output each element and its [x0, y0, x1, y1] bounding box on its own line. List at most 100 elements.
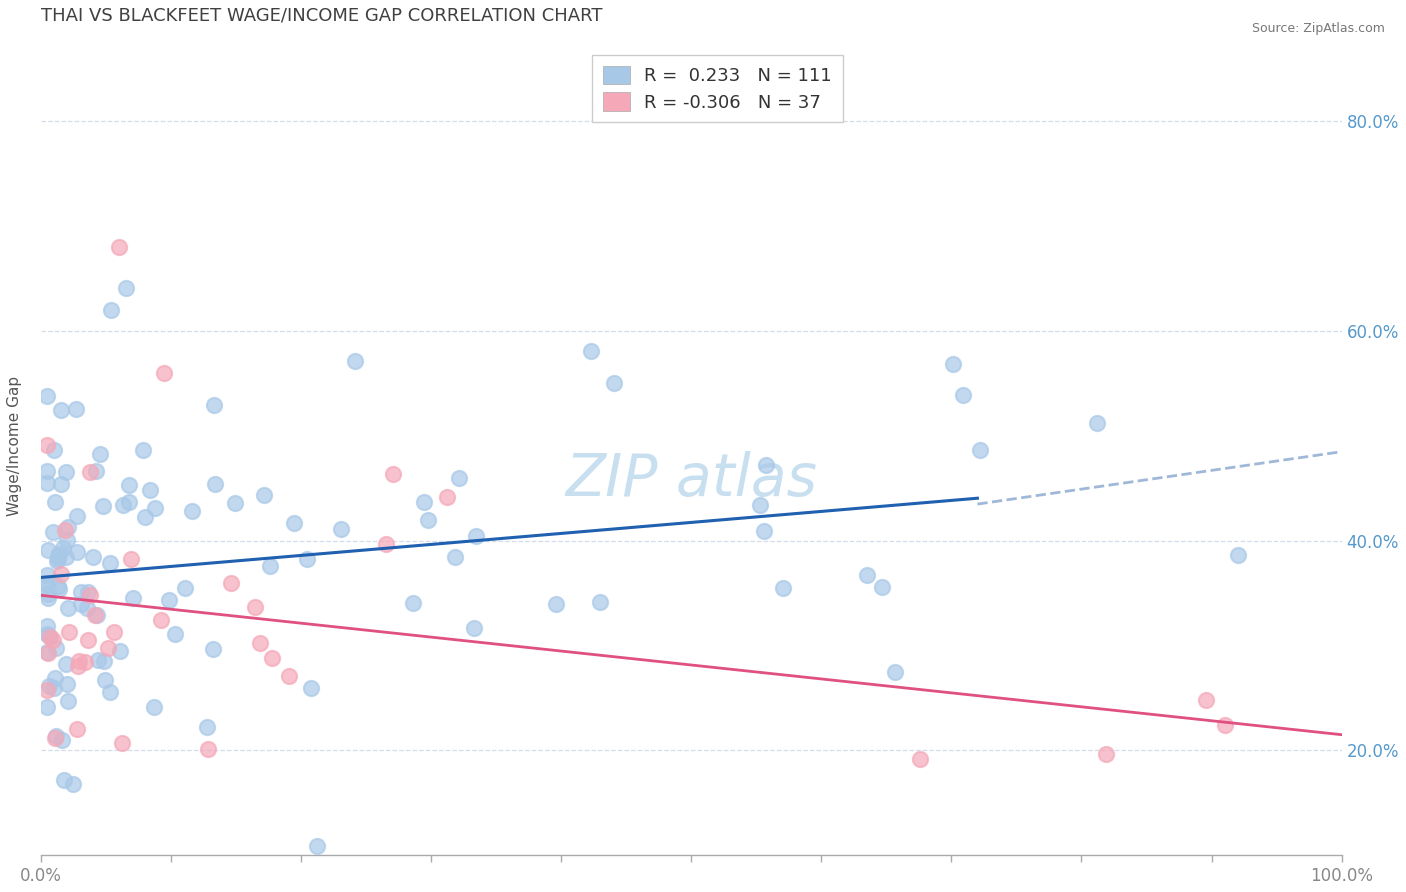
Point — [447, 471, 470, 485]
Point — [48, 582, 70, 596]
Point — [55, 549, 77, 564]
Point — [53, 523, 76, 537]
Point — [884, 665, 907, 679]
Point — [330, 522, 353, 536]
Legend: R =  0.233   N = 111, R = -0.306   N = 37: R = 0.233 N = 111, R = -0.306 N = 37 — [592, 54, 842, 122]
Point — [37, 647, 59, 661]
Point — [79, 589, 101, 603]
Point — [58, 625, 80, 640]
Point — [56, 601, 79, 615]
Point — [243, 600, 266, 615]
Point — [37, 475, 59, 490]
Point — [278, 669, 301, 683]
Point — [38, 679, 60, 693]
Point — [1094, 747, 1116, 761]
Point — [48, 547, 70, 561]
Point — [465, 529, 488, 543]
Point — [67, 659, 90, 673]
Point — [259, 559, 281, 574]
Point — [1227, 548, 1250, 562]
Point — [249, 635, 271, 649]
Point — [39, 630, 62, 644]
Point — [120, 552, 142, 566]
Point — [143, 699, 166, 714]
Point — [173, 582, 195, 596]
Point — [134, 509, 156, 524]
Point — [100, 556, 122, 570]
Point — [55, 465, 77, 479]
Point — [111, 736, 134, 750]
Point — [856, 568, 879, 582]
Point — [37, 437, 59, 451]
Point — [87, 653, 110, 667]
Point — [181, 503, 204, 517]
Point — [84, 607, 107, 622]
Point — [93, 654, 115, 668]
Point — [76, 584, 98, 599]
Point — [55, 657, 77, 672]
Point — [65, 544, 87, 558]
Point — [143, 500, 166, 515]
Point — [1195, 693, 1218, 707]
Point — [755, 458, 778, 472]
Point — [45, 640, 67, 655]
Point — [118, 495, 141, 509]
Point — [37, 389, 59, 403]
Point — [70, 597, 93, 611]
Point — [952, 388, 974, 402]
Point — [150, 613, 173, 627]
Point — [197, 742, 219, 756]
Point — [443, 550, 465, 565]
Point — [112, 499, 135, 513]
Point — [262, 651, 284, 665]
Point — [44, 494, 66, 508]
Point — [37, 619, 59, 633]
Point — [66, 508, 89, 523]
Point — [204, 477, 226, 491]
Point — [295, 551, 318, 566]
Point — [65, 723, 87, 737]
Point — [416, 513, 439, 527]
Point — [132, 442, 155, 457]
Text: THAI VS BLACKFEET WAGE/INCOME GAP CORRELATION CHART: THAI VS BLACKFEET WAGE/INCOME GAP CORREL… — [41, 7, 602, 25]
Point — [42, 681, 65, 695]
Point — [219, 576, 242, 591]
Point — [38, 629, 60, 643]
Point — [307, 839, 329, 854]
Point — [44, 671, 66, 685]
Point — [42, 633, 65, 648]
Point — [153, 366, 176, 380]
Point — [589, 595, 612, 609]
Point — [603, 376, 626, 390]
Point — [37, 543, 59, 558]
Point — [73, 656, 96, 670]
Point — [37, 577, 59, 591]
Point — [100, 303, 122, 318]
Point — [46, 552, 69, 566]
Point — [195, 720, 218, 734]
Point — [42, 524, 65, 539]
Point — [375, 537, 398, 551]
Point — [46, 549, 69, 563]
Point — [52, 541, 75, 555]
Point — [76, 600, 98, 615]
Point — [37, 577, 59, 591]
Point — [37, 683, 59, 698]
Point — [402, 596, 425, 610]
Point — [253, 488, 276, 502]
Point — [121, 591, 143, 605]
Point — [91, 499, 114, 513]
Point — [89, 447, 111, 461]
Point — [98, 684, 121, 698]
Point — [37, 626, 59, 640]
Point — [49, 476, 72, 491]
Point — [579, 343, 602, 358]
Point — [103, 624, 125, 639]
Point — [51, 402, 73, 417]
Point — [463, 621, 485, 635]
Point — [107, 240, 129, 254]
Point — [872, 580, 894, 594]
Point — [163, 627, 186, 641]
Point — [56, 694, 79, 708]
Point — [97, 640, 120, 655]
